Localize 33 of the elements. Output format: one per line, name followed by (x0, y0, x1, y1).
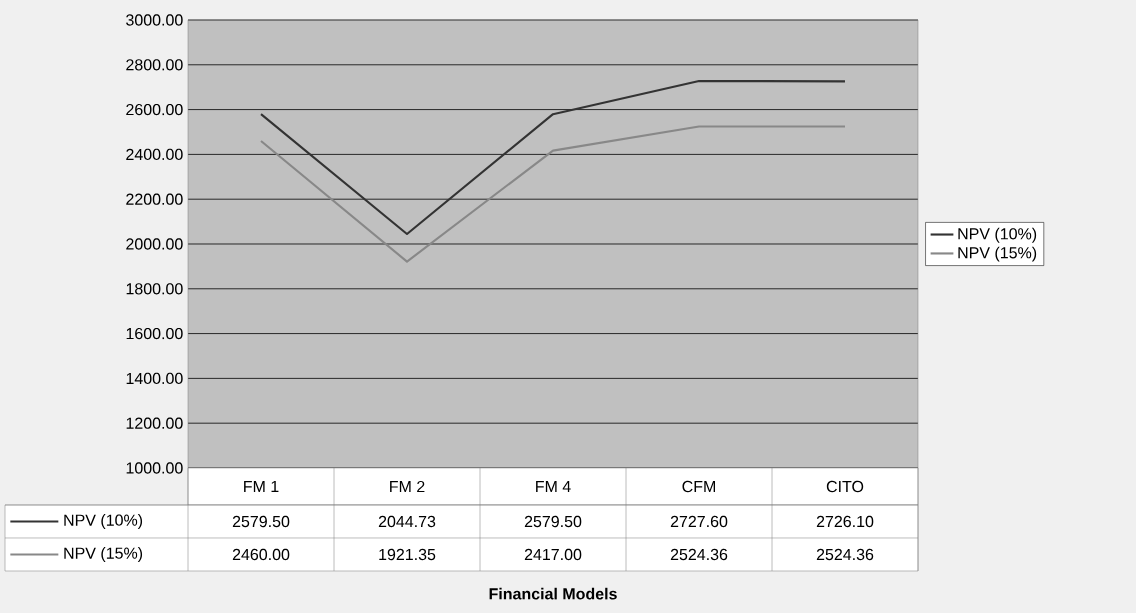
y-tick-label: 1000.00 (126, 462, 183, 474)
legend-label: NPV (10%) (958, 227, 1037, 243)
y-tick-label: 2400.00 (126, 148, 183, 161)
data-label: 2727.60 (670, 515, 728, 528)
legend-label: NPV (15%) (958, 246, 1037, 262)
y-tick-label: 2800.00 (126, 59, 183, 71)
y-tick-label: 2200.00 (126, 193, 183, 205)
y-tick-label: 1600.00 (126, 327, 183, 340)
data-label: 1921.35 (379, 548, 436, 561)
data-label: 2579.50 (232, 515, 290, 528)
y-tick-label: 1400.00 (126, 372, 183, 385)
y-tick-label: 2000.00 (126, 238, 183, 250)
line-series (259, 79, 847, 236)
data-label: 2044.73 (378, 515, 436, 528)
data-label: 2460.00 (232, 548, 290, 561)
data-label: 2524.36 (670, 548, 728, 561)
x-tick-label: CFM (682, 480, 716, 493)
y-tick-label: 2600.00 (126, 103, 183, 116)
data-label: 2524.36 (816, 548, 874, 561)
y-tick-label: 3000.00 (126, 14, 183, 26)
data-label: 2417.00 (524, 548, 582, 561)
x-tick-label: FM 4 (536, 480, 571, 492)
text: NPV (10%) (64, 514, 143, 529)
line-series (259, 125, 847, 263)
text: NPV (15%) (64, 547, 143, 562)
x-tick-label: FM 1 (244, 480, 279, 492)
data-label: 2726.10 (816, 515, 874, 528)
data-label: 2579.50 (524, 515, 582, 528)
x-tick-label: FM 2 (390, 480, 425, 493)
text: Financial Models (489, 587, 617, 600)
y-tick-label: 1200.00 (126, 417, 183, 429)
y-tick-label: 1800.00 (126, 283, 183, 295)
x-tick-label: CITO (826, 480, 864, 493)
